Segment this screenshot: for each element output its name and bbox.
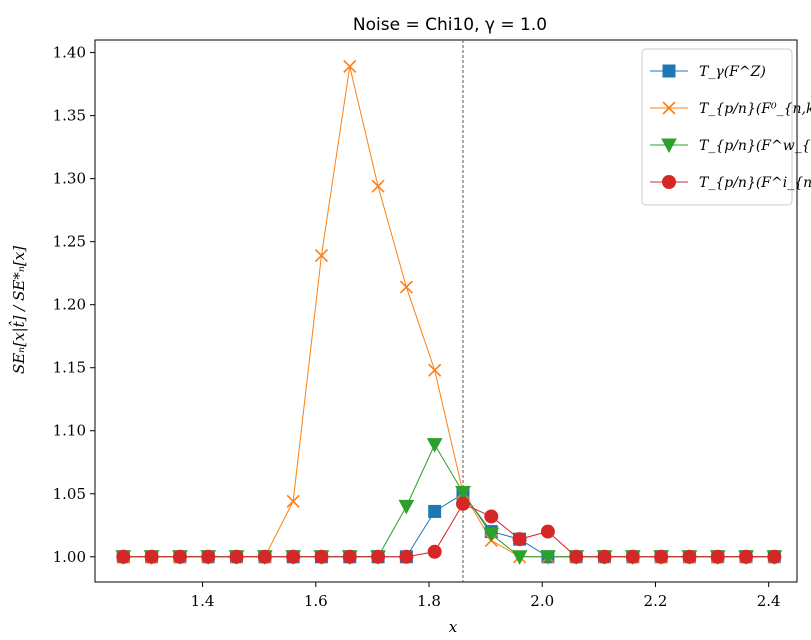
plot-frame — [94, 39, 798, 583]
legend-item: T_{p/n}(F⁰_{n,k}) — [650, 101, 811, 117]
x-axis-ticks: 1.4 1.6 1.8 2.0 2.2 2.4 — [191, 582, 781, 610]
series-group — [115, 59, 783, 565]
data-point — [484, 509, 499, 524]
data-point — [767, 549, 782, 564]
data-point — [257, 549, 272, 564]
x-marker-stroke — [343, 59, 357, 74]
data-point — [597, 549, 612, 564]
y-tick-label: 1.35 — [53, 107, 86, 125]
y-tick-label: 1.20 — [53, 296, 86, 314]
legend-marker — [661, 138, 677, 154]
y-tick-label: 1.40 — [53, 44, 86, 62]
data-point — [682, 549, 697, 564]
data-point — [314, 549, 329, 564]
y-tick-label: 1.25 — [53, 233, 86, 251]
data-point — [512, 532, 527, 547]
data-point — [710, 549, 725, 564]
x-marker-stroke — [314, 248, 329, 263]
data-point — [398, 499, 415, 515]
data-point — [371, 549, 386, 564]
legend-item: T_{p/n}(F^i_{n,k}) — [650, 175, 811, 191]
y-tick-label: 1.15 — [53, 359, 86, 377]
legend-box — [641, 48, 793, 206]
y-tick-label: 1.00 — [53, 548, 86, 566]
data-point — [399, 549, 414, 564]
data-point — [201, 549, 216, 564]
data-point — [371, 179, 385, 193]
data-point — [625, 549, 640, 564]
data-point — [116, 549, 131, 564]
x-marker-stroke — [371, 179, 385, 193]
series-line — [123, 493, 775, 558]
data-point — [343, 59, 357, 74]
series-4 — [116, 496, 782, 564]
data-point — [428, 504, 442, 518]
x-marker-stroke — [662, 101, 676, 115]
series-line — [123, 503, 775, 558]
legend-label: T_γ(F^Z) — [699, 64, 766, 80]
x-tick-label: 1.6 — [304, 592, 328, 610]
legend: T_γ(F^Z) T_{p/n}(F⁰_{n,k}) T_{p/n}(F^w_{n,… — [641, 48, 811, 206]
data-point — [569, 549, 584, 564]
series-line — [123, 443, 775, 558]
legend-item: T_{p/n}(F^w_{n,k}) — [650, 138, 811, 154]
data-point — [426, 438, 443, 453]
legend-label: T_{p/n}(F^i_{n,k}) — [699, 175, 811, 191]
x-tick-label: 1.8 — [417, 592, 441, 610]
data-point — [172, 549, 187, 564]
data-point — [399, 280, 413, 294]
y-axis-ticks: 1.00 1.05 1.10 1.15 1.20 1.25 1.30 1.35 1.40 — [53, 44, 95, 566]
data-point — [455, 486, 471, 501]
data-point — [427, 544, 442, 559]
data-point — [511, 550, 528, 565]
data-point — [540, 524, 555, 539]
legend-label: T_{p/n}(F⁰_{n,k}) — [699, 101, 811, 117]
data-point — [144, 549, 159, 564]
x-tick-label: 1.4 — [191, 592, 215, 610]
x-tick-label: 2.0 — [530, 592, 554, 610]
legend-marker — [662, 64, 676, 78]
x-marker-stroke — [428, 363, 442, 377]
x-axis-label: x — [449, 618, 458, 636]
x-marker-stroke — [286, 494, 300, 508]
data-point — [540, 550, 556, 565]
y-tick-label: 1.30 — [53, 170, 86, 188]
data-point — [286, 549, 301, 564]
y-tick-label: 1.05 — [53, 485, 86, 503]
y-tick-label: 1.10 — [53, 422, 86, 440]
y-axis-label: SEₙ[x|t̂] / SE*ₙ[x] — [9, 246, 28, 374]
x-marker-stroke — [399, 280, 413, 294]
series-3 — [115, 438, 783, 565]
data-point — [342, 549, 357, 564]
data-point — [428, 363, 442, 377]
legend-marker — [662, 175, 676, 189]
data-point — [229, 549, 244, 564]
legend-marker — [662, 101, 676, 115]
series-1 — [116, 487, 781, 564]
legend-label: T_{p/n}(F^w_{n,k}) — [699, 138, 811, 154]
data-point — [483, 527, 500, 543]
data-point — [455, 496, 470, 511]
data-point — [654, 549, 669, 564]
legend-item: T_γ(F^Z) — [650, 64, 766, 80]
data-point — [314, 248, 329, 263]
data-point — [739, 549, 754, 564]
x-tick-label: 2.4 — [757, 592, 781, 610]
x-tick-label: 2.2 — [644, 592, 668, 610]
chart-title: Noise = Chi10, γ = 1.0 — [353, 15, 547, 35]
data-point — [286, 494, 300, 508]
